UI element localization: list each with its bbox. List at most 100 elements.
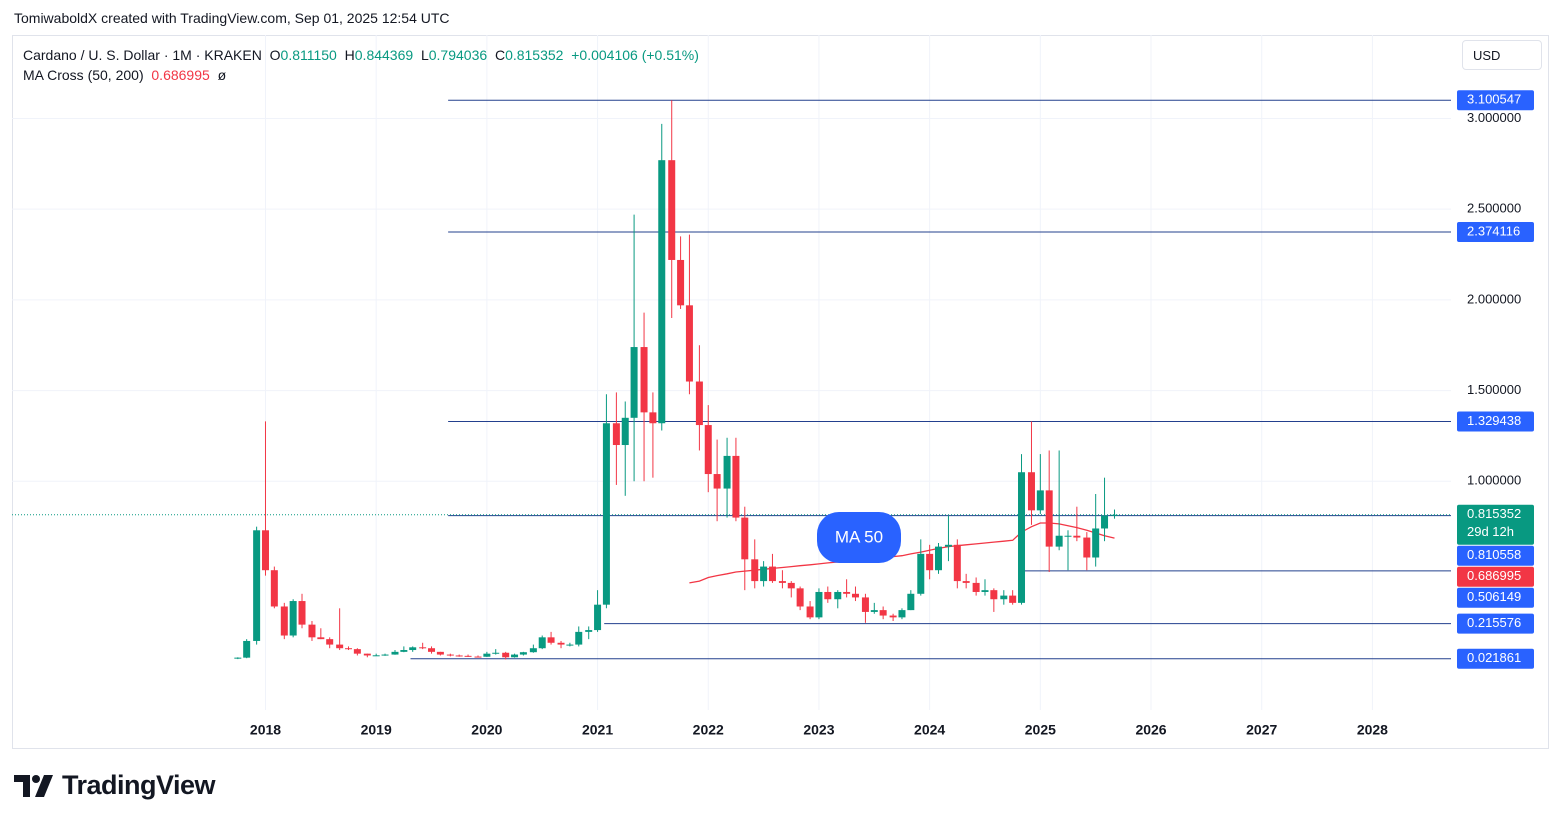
ma-bubble-bg (817, 512, 901, 563)
candle-body (612, 423, 620, 446)
candle-body (843, 591, 851, 594)
candle-body (861, 597, 869, 612)
ma-bubble: MA 50 (817, 512, 901, 563)
ohlc-prefix: L (420, 47, 429, 63)
price-label-bg (1457, 90, 1534, 111)
candle-body (917, 553, 925, 594)
ohlc-value: 0.844369 (354, 47, 414, 63)
candle-body (907, 593, 915, 611)
candle-body (519, 652, 527, 655)
candle-body (787, 582, 795, 589)
x-tick-label: 2019 (361, 722, 392, 738)
candle-body (1045, 490, 1053, 547)
candle-body (953, 544, 961, 582)
candle-body (658, 160, 666, 424)
candle-body (621, 417, 629, 446)
candle-body (1000, 595, 1008, 600)
candle-body (778, 581, 786, 583)
candle-body (704, 425, 712, 475)
candle-body (317, 637, 325, 640)
y-tick-label: 2.500000 (1467, 201, 1521, 216)
candle-body (649, 412, 657, 424)
candle-body (851, 593, 859, 598)
indicator-name: MA Cross (50, 200) (23, 67, 144, 83)
legend-main: Cardano / U. S. Dollar · 1M · KRAKEN O 0.… (23, 45, 699, 65)
price-label: 0.810558 (1467, 547, 1521, 562)
x-tick-label: 2023 (803, 722, 834, 738)
legend-indicator: MA Cross (50, 200) 0.686995 ø (23, 65, 699, 85)
candle-body (1092, 528, 1100, 558)
candle-body (640, 347, 648, 413)
currency-button[interactable]: USD (1462, 40, 1542, 70)
candle-body (455, 655, 463, 657)
candle-body (723, 455, 731, 489)
price-label: 2.374116 (1467, 223, 1520, 238)
brand: TradingView (14, 770, 216, 801)
grid (12, 35, 1451, 710)
candle-body (270, 570, 278, 607)
candle-body (1073, 535, 1081, 538)
candle-body (594, 604, 602, 631)
y-tick-label: 3.000000 (1467, 110, 1521, 125)
chart-frame (12, 35, 1549, 749)
candle-body (990, 590, 998, 600)
ohlc-value: 0.811150 (280, 47, 337, 63)
change: +0.004106 (+0.51%) (571, 47, 699, 63)
price-label-bg (1457, 613, 1534, 634)
y-tick-label: 1.000000 (1467, 473, 1521, 488)
candle-body (474, 656, 482, 658)
candle-body (353, 649, 361, 654)
symbol-title: Cardano / U. S. Dollar · 1M · KRAKEN (23, 47, 262, 63)
candle-body (538, 637, 546, 649)
brand-text: TradingView (62, 770, 216, 800)
x-tick-label: 2028 (1357, 722, 1388, 738)
candle-body (400, 650, 408, 652)
candle-body (280, 606, 288, 636)
candle-body (308, 624, 316, 638)
candle-body (685, 305, 693, 382)
candle-body (298, 601, 306, 625)
price-label: 1.329438 (1467, 413, 1521, 428)
candle-body (381, 654, 389, 656)
candle-body (732, 455, 740, 518)
candle-body (566, 644, 574, 646)
candle-body (261, 530, 269, 571)
candle-body (336, 644, 344, 649)
price-label-bg (1457, 545, 1534, 566)
candle-body (1009, 595, 1017, 603)
price-label-bg (1457, 222, 1534, 243)
price-label-bg (1457, 411, 1534, 432)
indicator-value: 0.686995 (151, 67, 210, 83)
x-tick-label: 2024 (914, 722, 945, 738)
candle-body (492, 652, 500, 654)
candle-body (981, 590, 989, 592)
candle-body (529, 648, 537, 653)
candle-body (243, 640, 251, 658)
candle-body (796, 588, 804, 607)
candle-body (934, 546, 942, 571)
candle-body (713, 474, 721, 489)
candle-body (446, 654, 454, 656)
y-tick-label: 2.000000 (1467, 291, 1521, 306)
x-tick-label: 2022 (693, 722, 724, 738)
candle-body (557, 642, 565, 645)
candle-body (824, 591, 832, 600)
price-label: 3.100547 (1467, 92, 1521, 107)
x-tick-label: 2021 (582, 722, 613, 738)
candle-body (502, 652, 510, 658)
price-label: 0.815352 (1467, 506, 1521, 521)
candle-body (419, 647, 427, 649)
price-scale: 1.000000 1.500000 2.000000 2.500000 3.000000… (250, 90, 1534, 738)
candle-body (436, 651, 444, 655)
ohlc-prefix: C (494, 47, 506, 63)
candle-body (1018, 472, 1026, 603)
spacer (413, 45, 421, 65)
candle-body (751, 559, 759, 582)
candle-body (668, 160, 676, 260)
price-label: 0.021861 (1467, 650, 1521, 665)
candle-body (372, 655, 380, 657)
indicator-symbol: ø (217, 67, 227, 83)
price-label-bg (1457, 587, 1534, 608)
